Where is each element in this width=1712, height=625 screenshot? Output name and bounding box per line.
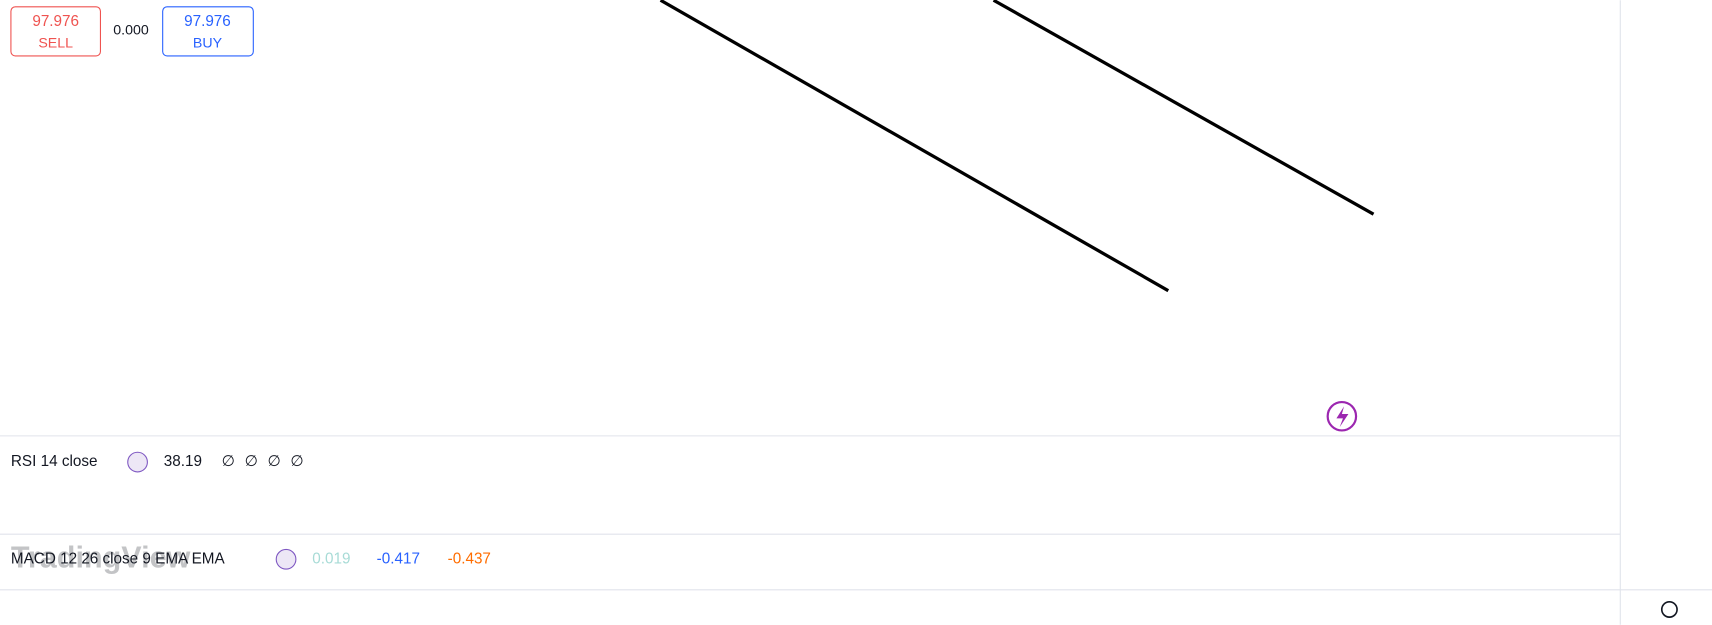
macd-hist-value: 0.019 <box>312 550 350 567</box>
buy-button[interactable] <box>162 6 254 57</box>
macd-title: MACD 12 26 close 9 EMA EMA <box>11 550 226 567</box>
order-panel: 97.976 SELL 0.000 97.976 BUY <box>10 6 254 57</box>
rsi-extra: ∅ <box>268 453 281 470</box>
sell-button[interactable] <box>10 6 101 57</box>
rsi-extra: ∅ <box>245 453 258 470</box>
rsi-legend: RSI 14 close 38.19 ∅ ∅ ∅ ∅ <box>11 451 304 473</box>
settings-gear[interactable] <box>1660 601 1678 618</box>
sell-label: SELL <box>38 36 73 52</box>
alert-icon[interactable] <box>1326 400 1358 432</box>
rsi-title: RSI 14 close <box>11 453 98 470</box>
rsi-extra: ∅ <box>290 453 303 470</box>
buy-label: BUY <box>193 36 223 52</box>
sell-price: 97.976 <box>32 13 79 30</box>
watermark: TradingView <box>11 540 191 574</box>
settings-icon[interactable] <box>127 451 148 473</box>
alert-bolt <box>1336 406 1349 428</box>
signal-value: -0.437 <box>448 550 491 567</box>
buy-price: 97.976 <box>184 13 231 30</box>
macd-legend: MACD 12 26 close 9 EMA EMA 0.019 -0.417 … <box>11 548 491 570</box>
settings-icon[interactable] <box>275 548 297 570</box>
trend-line <box>992 0 1375 216</box>
macd-value: -0.417 <box>377 550 420 567</box>
gear-icon[interactable] <box>1660 601 1678 618</box>
spread: 0.000 <box>113 23 149 39</box>
trend-line <box>659 0 1170 293</box>
rsi-value: 38.19 <box>164 453 202 470</box>
rsi-extra: ∅ <box>222 453 235 470</box>
